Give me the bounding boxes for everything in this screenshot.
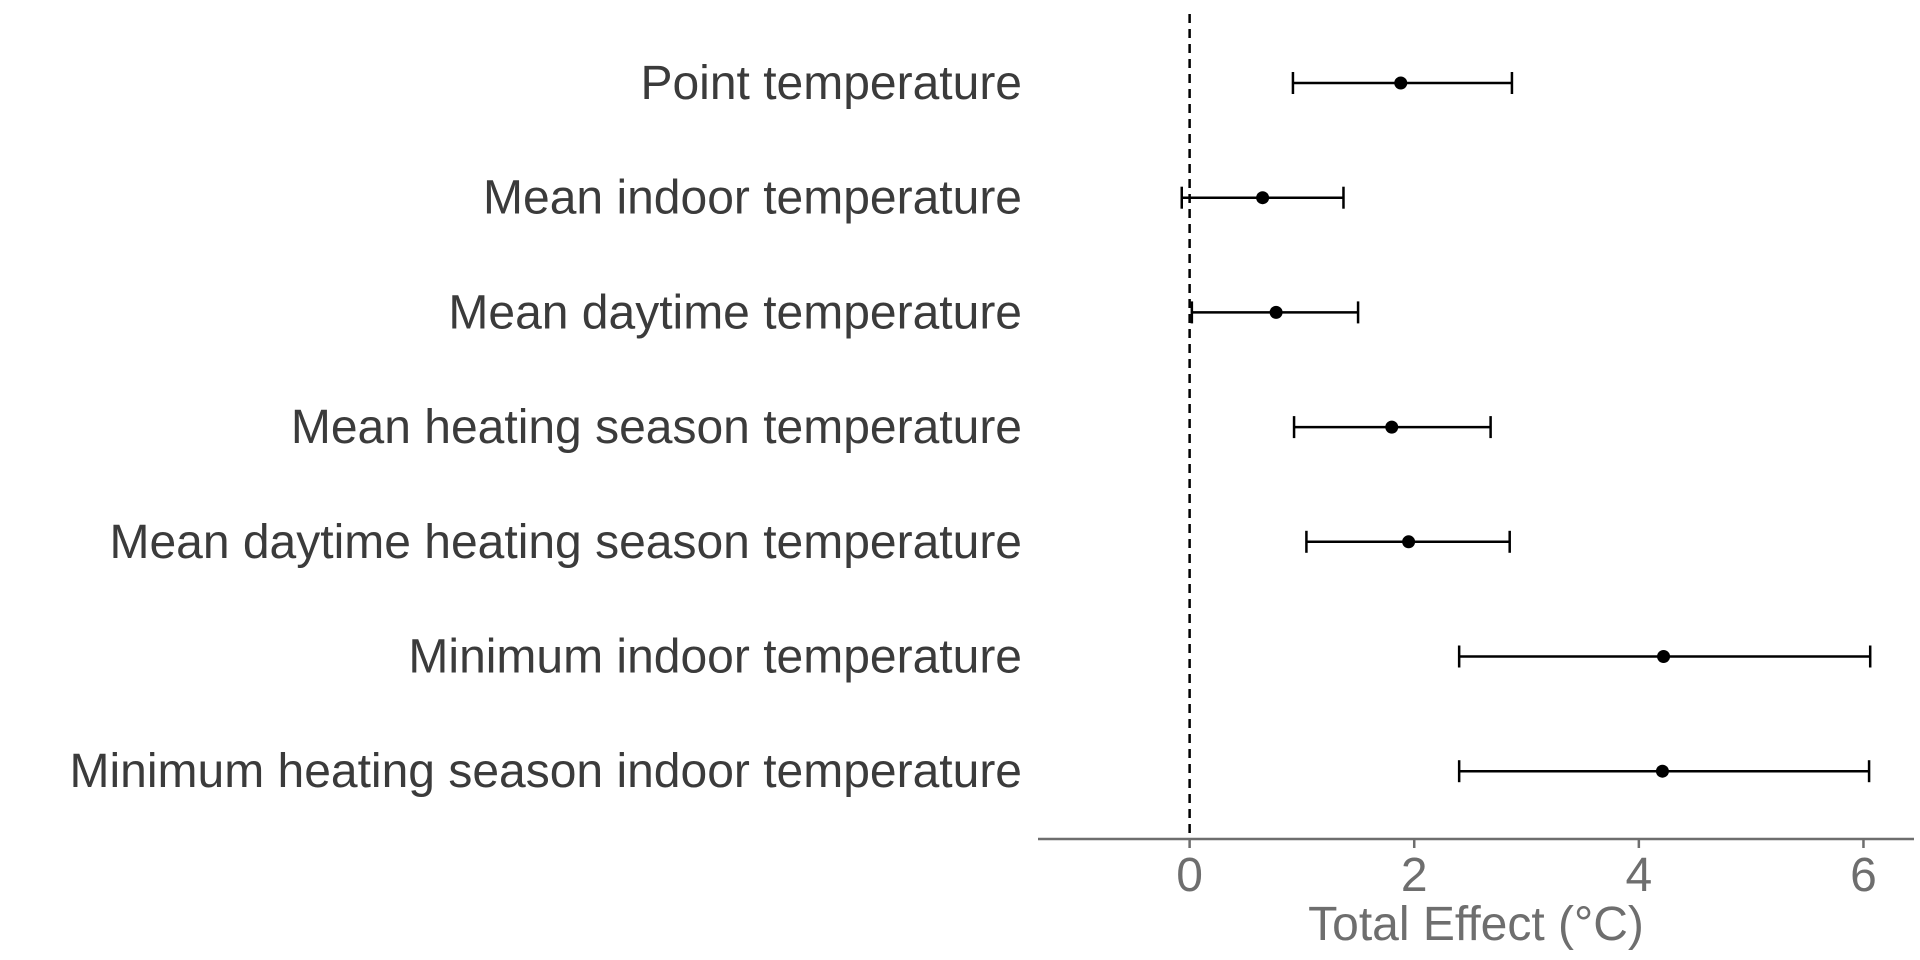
x-tick-label: 2 [1401,849,1428,902]
x-tick-label: 6 [1850,849,1877,902]
category-label: Mean heating season temperature [291,401,1022,454]
point-estimate [1269,305,1283,319]
x-axis-title: Total Effect (°C) [1308,898,1644,951]
x-tick-label: 4 [1625,849,1652,902]
point-estimate [1385,420,1399,434]
category-label: Minimum heating season indoor temperatur… [70,745,1023,798]
point-estimates [1256,76,1671,778]
x-axis: 0 2 4 6 [1038,837,1914,902]
point-estimate [1394,76,1408,90]
category-label: Mean daytime temperature [448,286,1022,339]
category-labels: Point temperature Mean indoor temperature… [70,57,1023,798]
category-label: Mean indoor temperature [483,172,1022,225]
point-estimate [1657,650,1671,663]
x-tick-label: 0 [1176,849,1203,902]
category-label: Point temperature [640,57,1022,110]
category-label: Mean daytime heating season temperature [109,516,1022,569]
point-estimate [1655,764,1669,778]
category-label: Minimum indoor temperature [408,631,1022,684]
point-estimate [1402,535,1416,549]
error-bars [1180,72,1872,783]
point-estimate [1256,191,1270,205]
